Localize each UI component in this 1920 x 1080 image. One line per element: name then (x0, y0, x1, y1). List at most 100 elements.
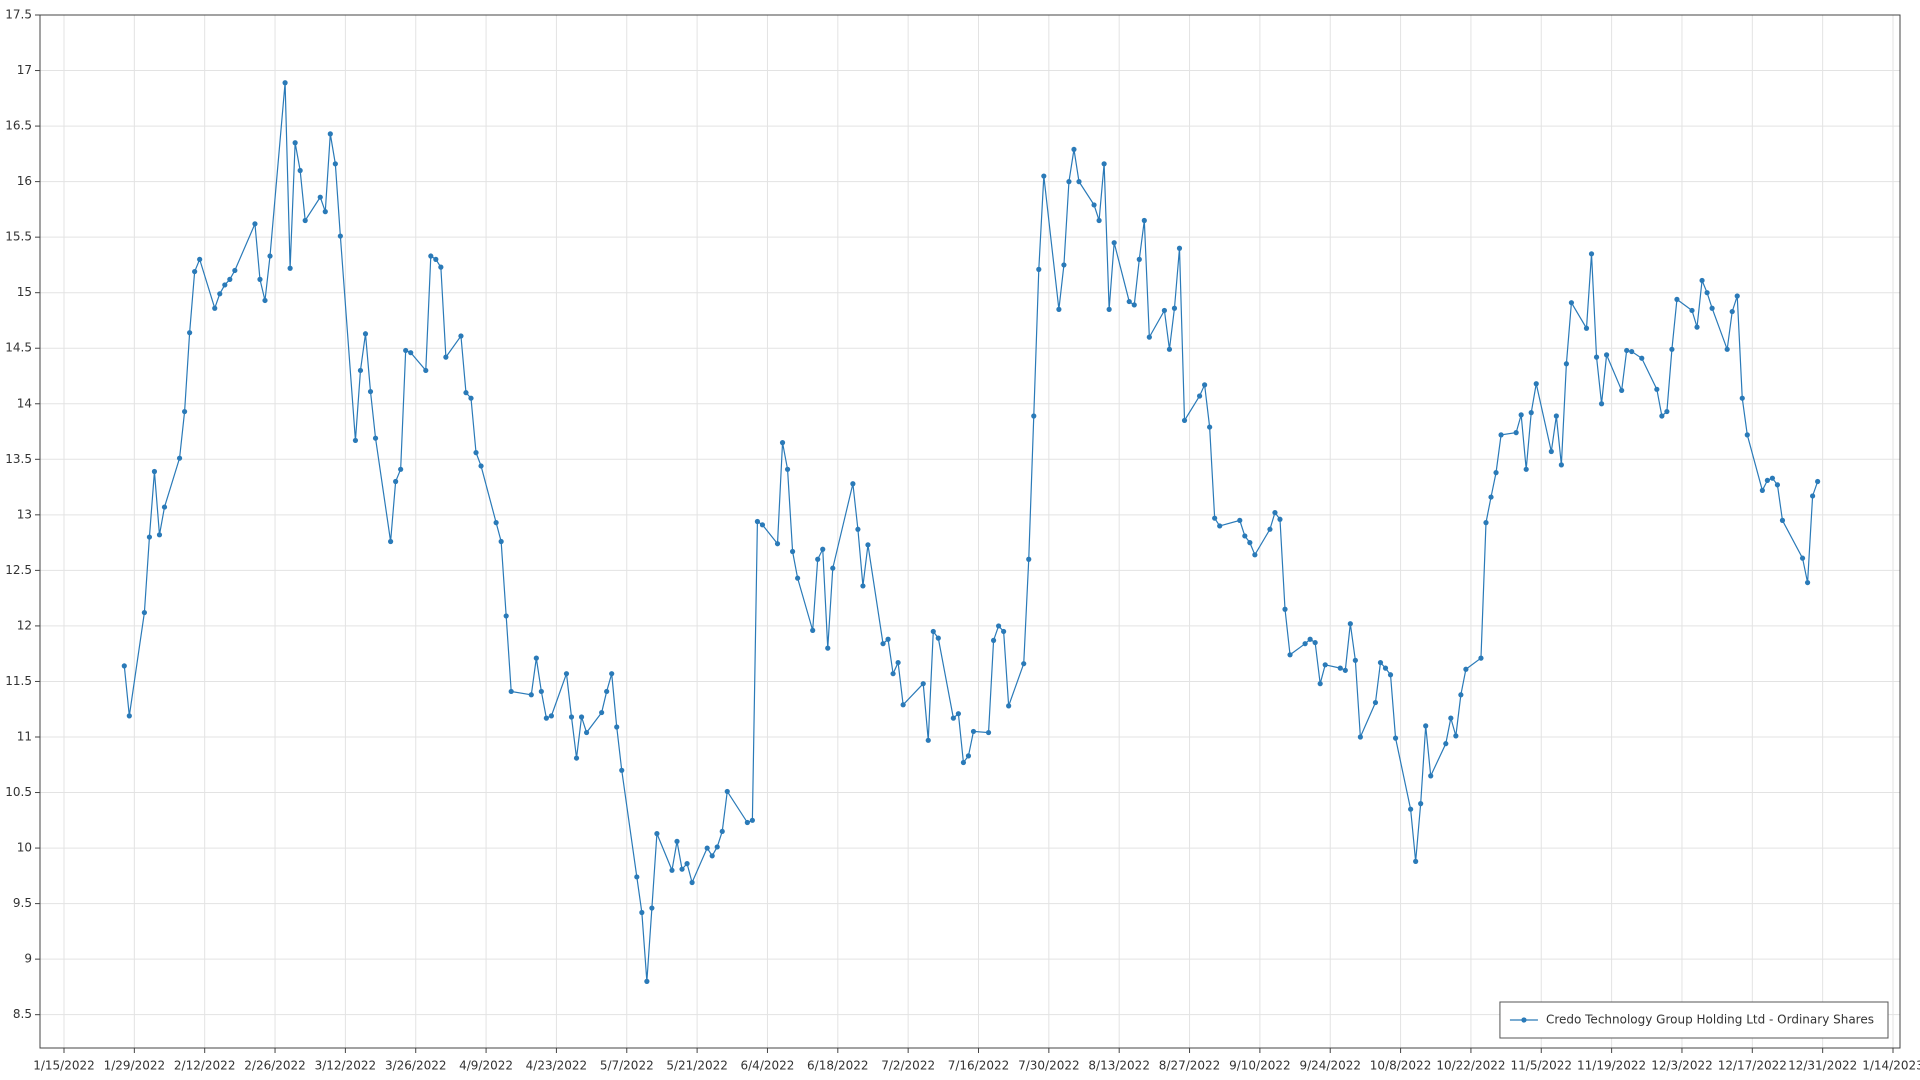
data-point (880, 641, 886, 647)
data-point (583, 729, 590, 736)
data-point (433, 256, 439, 262)
y-tick-label: 15.5 (5, 230, 32, 244)
data-point (970, 728, 977, 735)
data-point (634, 874, 640, 880)
data-point (1533, 381, 1539, 387)
y-tick-label: 10.5 (5, 785, 32, 799)
data-point (1272, 510, 1278, 516)
data-point (1498, 432, 1504, 438)
data-point (538, 688, 544, 695)
data-point (825, 645, 831, 651)
data-point (1694, 324, 1700, 330)
data-point (1237, 517, 1243, 523)
data-point (609, 671, 615, 677)
y-tick-label: 11.5 (5, 674, 32, 688)
data-point (1247, 540, 1253, 546)
data-point (1282, 606, 1288, 612)
data-point (1799, 555, 1806, 561)
data-point (1764, 477, 1770, 484)
data-point (995, 623, 1002, 629)
data-point (1810, 493, 1816, 499)
data-point (428, 253, 434, 259)
data-point (1252, 552, 1258, 558)
data-point (503, 613, 509, 619)
data-point (1166, 346, 1173, 352)
data-point (1322, 662, 1328, 668)
data-point (1563, 361, 1569, 367)
data-point (161, 504, 168, 510)
data-point (1759, 487, 1765, 494)
data-point (1583, 325, 1590, 331)
data-point (478, 463, 484, 469)
x-tick-label: 6/4/2022 (741, 1059, 795, 1073)
legend-label: Credo Technology Group Holding Ltd - Ord… (1546, 1013, 1874, 1027)
data-point (1061, 262, 1067, 268)
data-point (1056, 306, 1062, 312)
data-point (1428, 773, 1434, 779)
data-point (1126, 298, 1132, 305)
data-point (1734, 293, 1740, 299)
data-point (1418, 801, 1424, 807)
data-point (141, 609, 147, 616)
data-point (1483, 520, 1489, 526)
data-point (1689, 307, 1695, 314)
data-point (548, 713, 554, 719)
x-tick-label: 7/2/2022 (881, 1059, 935, 1073)
data-point (900, 702, 906, 708)
data-point (1568, 300, 1575, 306)
x-tick-label: 6/18/2022 (807, 1059, 869, 1073)
data-point (754, 518, 761, 525)
data-point (784, 466, 791, 472)
data-point (292, 140, 298, 146)
data-point (960, 759, 967, 766)
data-point (212, 305, 218, 311)
y-tick-label: 9 (24, 952, 32, 966)
data-point (181, 408, 188, 415)
data-point (1387, 672, 1394, 678)
y-tick-label: 11 (17, 729, 32, 743)
data-point (1674, 296, 1680, 302)
data-point (679, 866, 685, 872)
x-tick-label: 10/22/2022 (1436, 1059, 1505, 1073)
data-point (1619, 387, 1625, 394)
y-tick-label: 14.5 (5, 341, 32, 355)
y-tick-label: 17 (17, 63, 32, 77)
x-tick-label: 1/14/2023 (1862, 1059, 1920, 1073)
data-point (789, 548, 796, 555)
x-tick-label: 4/9/2022 (459, 1059, 513, 1073)
data-point (860, 583, 866, 589)
data-point (744, 819, 750, 826)
data-point (121, 663, 127, 669)
data-point (639, 909, 645, 916)
data-point (684, 861, 690, 867)
y-tick-label: 16 (17, 174, 32, 188)
x-tick-label: 7/30/2022 (1018, 1059, 1080, 1073)
y-tick-label: 13.5 (5, 452, 32, 466)
data-point (327, 131, 333, 137)
data-point (604, 688, 610, 695)
data-point (1001, 628, 1007, 635)
data-point (1528, 410, 1534, 416)
data-point (151, 468, 158, 475)
data-point (965, 753, 972, 759)
x-tick-label: 12/31/2022 (1788, 1059, 1857, 1073)
x-tick-label: 9/24/2022 (1299, 1059, 1361, 1073)
x-tick-label: 2/12/2022 (174, 1059, 236, 1073)
data-point (176, 455, 183, 461)
data-point (1202, 382, 1208, 388)
y-tick-label: 16.5 (5, 119, 32, 133)
data-point (1131, 302, 1137, 308)
data-point (669, 867, 675, 873)
data-point (1347, 621, 1353, 627)
data-point (1146, 334, 1152, 340)
data-point (649, 905, 655, 911)
data-point (1624, 347, 1630, 354)
data-point (1448, 715, 1454, 721)
data-point (774, 541, 781, 547)
y-tick-label: 12 (17, 618, 32, 632)
data-point (950, 715, 956, 721)
data-point (443, 354, 449, 360)
data-point (795, 575, 801, 581)
y-tick-label: 15 (17, 285, 32, 299)
